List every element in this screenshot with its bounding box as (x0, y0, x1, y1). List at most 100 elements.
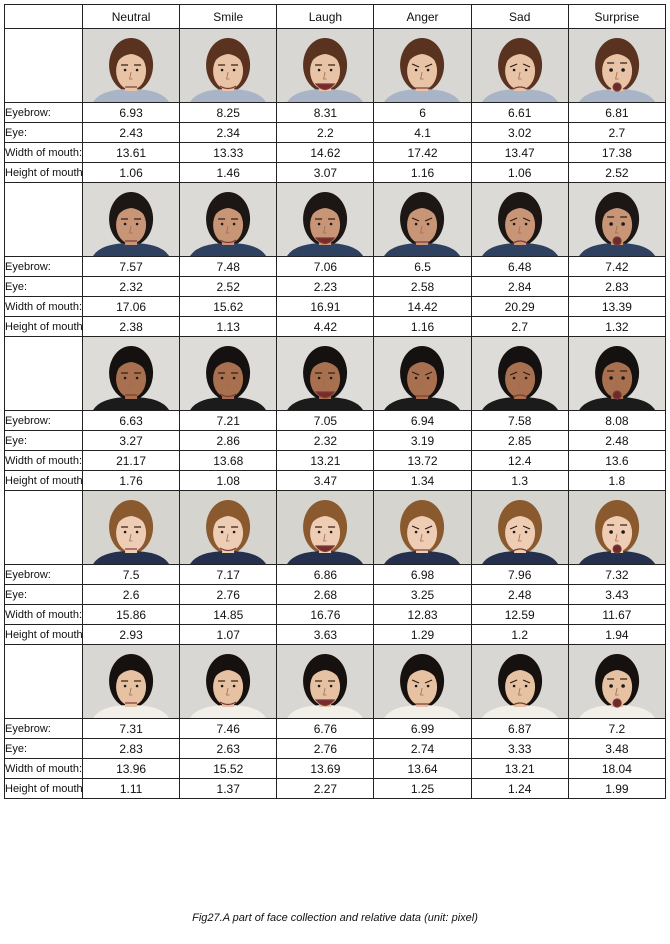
face-photo-surprise (569, 337, 665, 410)
shirt (287, 397, 364, 410)
value-cell-surprise: 7.42 (567, 256, 667, 277)
mouth (612, 236, 622, 246)
hair-fringe (212, 200, 245, 219)
value-cell-sad: 2.7 (470, 316, 569, 337)
shirt (93, 551, 169, 564)
row-label: Height of mouth: (4, 162, 83, 183)
face (504, 514, 535, 552)
value-cell-surprise: 17.38 (567, 142, 667, 163)
shirt (482, 397, 558, 410)
mouth (612, 82, 622, 92)
value-cell-neutral: 15.86 (81, 604, 181, 625)
hair-fringe (406, 354, 439, 373)
left-eyebrow (509, 525, 517, 530)
value-cell-neutral: 1.11 (81, 778, 181, 799)
value-cell-surprise: 2.83 (567, 276, 667, 297)
left-eye (318, 68, 321, 72)
right-eye (427, 530, 430, 534)
value-cell-sad: 2.84 (470, 276, 569, 297)
value-cell-smile: 13.33 (179, 142, 278, 163)
face (601, 668, 632, 706)
value-cell-smile: 7.17 (179, 564, 278, 585)
face-photo-laugh (277, 337, 373, 410)
value-cell-laugh: 16.91 (276, 296, 375, 317)
value-cell-laugh: 2.23 (276, 276, 375, 297)
face-photo-laugh (277, 29, 373, 102)
mouth (612, 698, 622, 708)
photo-cell-sad (470, 182, 569, 257)
value-cell-anger: 6.98 (373, 564, 472, 585)
hair-fringe (212, 662, 245, 681)
nose (517, 533, 522, 542)
value-cell-smile: 7.48 (179, 256, 278, 277)
nose (614, 533, 619, 542)
value-cell-laugh: 3.47 (276, 470, 375, 491)
subject-1-measurement-row: Height of mouth: 1.06 1.46 3.07 1.16 1.06 2.52 (4, 162, 667, 183)
value-cell-sad: 1.3 (470, 470, 569, 491)
face (310, 668, 341, 706)
subject-4-measurement-row: Height of mouth: 2.93 1.07 3.63 1.29 1.2 1.94 (4, 624, 667, 645)
shirt (190, 243, 266, 256)
row-label: Width of mouth: (4, 758, 83, 779)
shirt (482, 243, 558, 256)
face-photo-sad (472, 337, 568, 410)
shirt (482, 551, 558, 564)
hair-fringe (600, 200, 633, 219)
right-eye (427, 376, 430, 380)
hair-fringe (115, 200, 148, 219)
nose (226, 71, 230, 80)
right-eye (524, 530, 528, 534)
nose (323, 71, 327, 80)
row-label: Width of mouth: (4, 604, 83, 625)
right-eye (524, 68, 528, 72)
photo-cell-neutral (81, 336, 181, 411)
value-cell-smile: 2.52 (179, 276, 278, 297)
value-cell-anger: 13.64 (373, 758, 472, 779)
shirt (190, 705, 266, 718)
hair-fringe (600, 508, 633, 527)
value-cell-laugh: 3.63 (276, 624, 375, 645)
face (213, 52, 244, 90)
photo-cell-anger (373, 28, 472, 103)
left-eye (512, 376, 516, 380)
row-label: Eye: (4, 122, 83, 143)
value-cell-sad: 7.58 (470, 410, 569, 431)
left-eye (512, 530, 516, 534)
right-eye (524, 376, 528, 380)
value-cell-anger: 4.1 (373, 122, 472, 143)
subject-4-measurement-row: Width of mouth: 15.86 14.85 16.76 12.83 12.59… (4, 604, 667, 625)
right-eye (135, 530, 139, 534)
hair-fringe (309, 508, 342, 527)
value-cell-sad: 12.4 (470, 450, 569, 471)
face-photo-smile (180, 337, 276, 410)
value-cell-anger: 6 (373, 102, 472, 123)
left-eye (123, 684, 127, 688)
nose (517, 379, 522, 388)
value-cell-laugh: 3.07 (276, 162, 375, 183)
face-photo-surprise (569, 29, 665, 102)
subject-4-photo-row (4, 490, 667, 565)
value-cell-neutral: 1.76 (81, 470, 181, 491)
face (601, 206, 632, 244)
face (310, 360, 341, 398)
left-eye (318, 530, 321, 534)
row-label: Eyebrow: (4, 410, 83, 431)
value-cell-smile: 13.68 (179, 450, 278, 471)
left-eye (220, 684, 224, 688)
hair-fringe (212, 46, 245, 65)
shirt (93, 89, 169, 102)
shirt (287, 89, 364, 102)
face (116, 52, 147, 90)
face-photo-neutral (83, 337, 179, 410)
hair-fringe (212, 354, 245, 373)
face-photo-neutral (83, 491, 179, 564)
shirt (384, 551, 461, 564)
photo-cell-smile (179, 28, 278, 103)
face-photo-laugh (277, 645, 373, 718)
face-photo-anger (374, 337, 471, 410)
right-eye (330, 222, 333, 226)
mouth (612, 390, 622, 400)
hair-fringe (600, 46, 633, 65)
face-photo-surprise (569, 491, 665, 564)
header-surprise: Surprise (567, 4, 667, 29)
